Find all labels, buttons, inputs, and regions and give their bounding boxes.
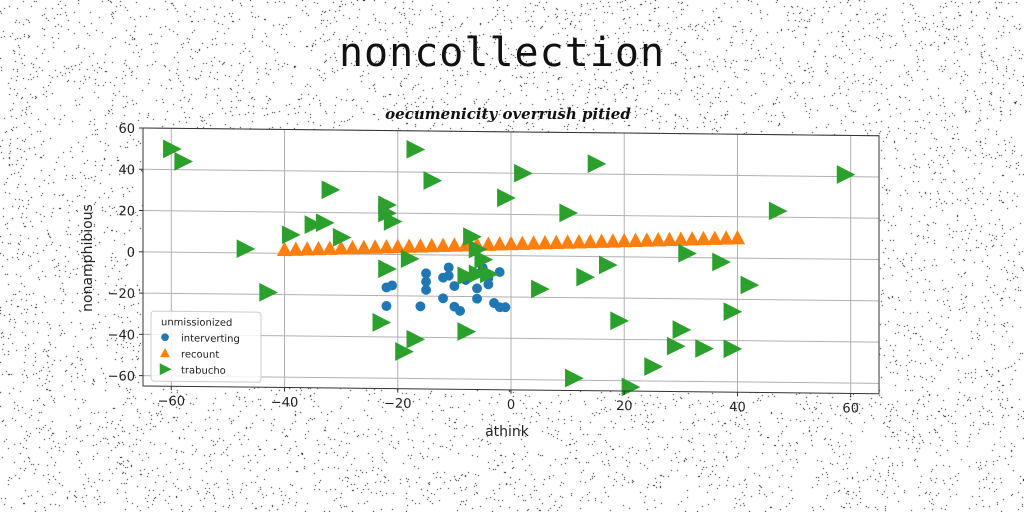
y-tick-label: 60	[118, 122, 135, 137]
legend-title: unmissionized	[161, 317, 232, 329]
x-tick-label: −40	[271, 395, 298, 410]
x-tick-label: 20	[616, 399, 633, 414]
legend-label-interverting: interverting	[181, 333, 240, 345]
y-axis-label: nonamphibious	[80, 204, 96, 312]
legend-label-trabucho: trabucho	[181, 365, 226, 376]
y-tick-label: −60	[108, 369, 135, 384]
y-tick-label: 40	[118, 163, 135, 178]
y-tick-label: 20	[118, 204, 135, 219]
x-tick-label: −60	[158, 394, 185, 409]
x-tick-label: 0	[507, 398, 515, 413]
y-tick-label: 0	[127, 246, 135, 261]
x-axis-label: athink	[485, 424, 530, 440]
x-tick-label: 40	[729, 400, 746, 415]
legend-label-recount: recount	[181, 349, 219, 360]
y-tick-label: −40	[108, 328, 135, 343]
x-tick-label: 60	[842, 401, 859, 416]
chart-title: oecumenicity overrush pitied	[385, 105, 631, 123]
plot-area: −60 −40 −20 0 20 40 60 −60 −40 −20 0 20 40 60 unmissi…	[108, 122, 879, 417]
legend: unmissionized interverting recount trabuch…	[151, 311, 261, 382]
x-tick-label: −20	[384, 397, 411, 412]
y-tick-label: −20	[108, 287, 135, 302]
